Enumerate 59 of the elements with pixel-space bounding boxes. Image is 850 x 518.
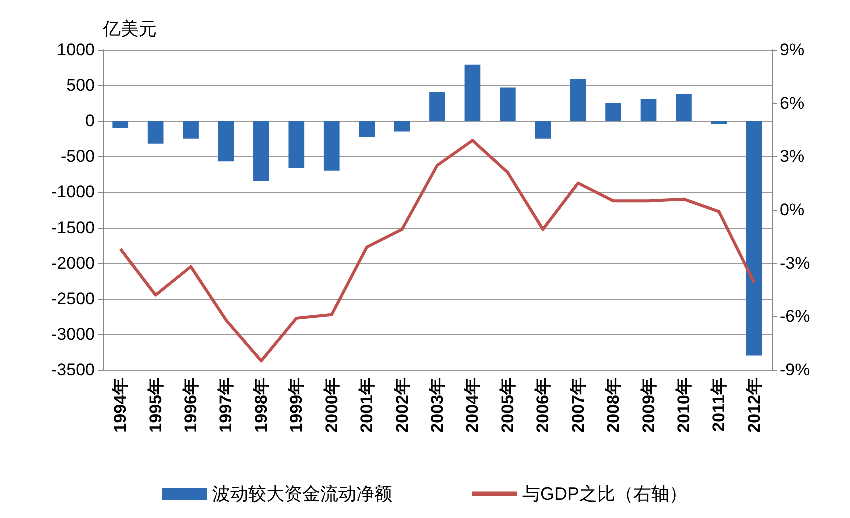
- x-tick-label: 2009年: [639, 378, 658, 433]
- y2-tick-label: 6%: [780, 94, 805, 113]
- x-tick-label: 1999年: [287, 378, 306, 433]
- bar: [183, 121, 199, 139]
- y-tick-label: 0: [86, 112, 95, 131]
- x-tick-label: 2005年: [498, 378, 518, 433]
- y-tick-label: -2000: [52, 254, 95, 273]
- bar: [359, 121, 375, 138]
- y2-tick-label: 0%: [780, 200, 805, 220]
- bar: [570, 79, 586, 122]
- y-axis-title: 亿美元: [102, 19, 157, 39]
- y-tick-label: -3500: [52, 360, 95, 380]
- y2-tick-label: 9%: [780, 40, 805, 60]
- legend-label: 波动较大资金流动净额: [212, 484, 392, 504]
- bar: [288, 121, 305, 168]
- x-tick-label: 1997年: [216, 378, 236, 433]
- x-tick-label: 2007年: [568, 378, 588, 433]
- bar: [324, 121, 340, 171]
- y-tick-label: 1000: [57, 40, 95, 60]
- bar: [746, 121, 762, 356]
- bar: [711, 121, 728, 124]
- bar: [394, 121, 410, 132]
- bar: [535, 121, 552, 139]
- y2-tick-label: -6%: [780, 307, 810, 326]
- x-tick-label: 2004年: [463, 378, 482, 433]
- bar: [254, 121, 270, 182]
- bar: [640, 99, 657, 122]
- bar: [464, 64, 481, 122]
- y-tick-label: -1000: [52, 182, 95, 202]
- x-tick-label: 2011年: [710, 378, 729, 432]
- x-tick-label: 1996年: [182, 378, 201, 433]
- y2-tick-label: -3%: [780, 254, 810, 273]
- bar: [500, 88, 516, 122]
- y2-tick-label: -9%: [780, 360, 810, 380]
- x-tick-label: 2001年: [358, 378, 377, 433]
- x-tick-label: 1994年: [111, 378, 130, 433]
- bar: [430, 92, 446, 122]
- x-tick-label: 2008年: [604, 378, 624, 433]
- bar: [148, 121, 164, 144]
- y-tick-label: -2500: [52, 289, 95, 308]
- y-tick-label: -500: [60, 147, 95, 166]
- y-tick-label: -1500: [52, 218, 95, 238]
- x-tick-label: 2002年: [392, 378, 412, 433]
- x-tick-label: 2012年: [744, 378, 764, 433]
- bar: [218, 121, 234, 162]
- bar: [676, 94, 692, 122]
- y-tick-label: -3000: [52, 324, 95, 344]
- line-series: [119, 139, 756, 363]
- bar: [112, 121, 129, 128]
- bar: [606, 103, 622, 122]
- y2-tick-label: 3%: [780, 147, 805, 166]
- x-tick-label: 1998年: [252, 378, 271, 433]
- x-tick-label: 2006年: [534, 378, 553, 433]
- y-tick-label: 500: [66, 76, 95, 96]
- x-tick-label: 2003年: [428, 378, 447, 433]
- x-tick-label: 1995年: [146, 378, 166, 433]
- x-tick-label: 2000年: [322, 378, 342, 433]
- legend-label: 与GDP之比（右轴）: [522, 484, 688, 504]
- x-tick-label: 2010年: [674, 378, 694, 433]
